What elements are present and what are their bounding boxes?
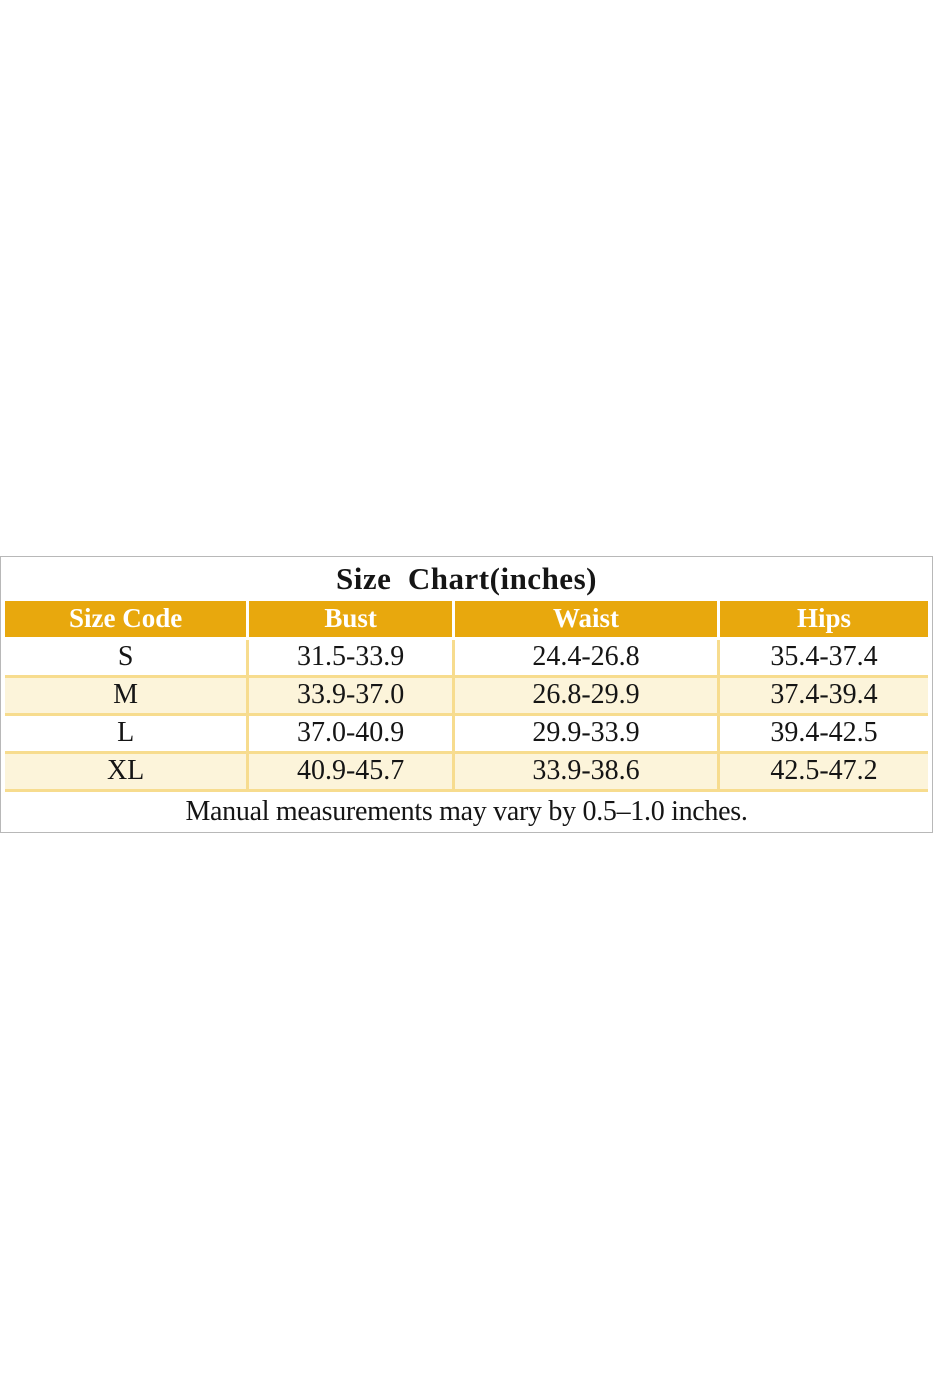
cell-bust: 40.9-45.7: [246, 752, 454, 792]
table-row-xl: XL 40.9-45.7 33.9-38.6 42.5-47.2: [5, 752, 928, 792]
size-chart-table: Size Code Bust Waist Hips S 31.5-33.9 24…: [5, 601, 928, 792]
cell-size-code: L: [5, 714, 248, 754]
table-row-l: L 37.0-40.9 29.9-33.9 39.4-42.5: [5, 714, 928, 754]
table-row-m: M 33.9-37.0 26.8-29.9 37.4-39.4: [5, 676, 928, 716]
column-header-hips: Hips: [716, 601, 928, 640]
cell-size-code: S: [5, 638, 248, 678]
cell-size-code: M: [5, 676, 248, 716]
column-header-waist: Waist: [452, 601, 719, 640]
cell-bust: 33.9-37.0: [246, 676, 454, 716]
cell-bust: 31.5-33.9: [246, 638, 454, 678]
column-header-size-code: Size Code: [5, 601, 248, 640]
cell-waist: 29.9-33.9: [452, 714, 719, 754]
cell-bust: 37.0-40.9: [246, 714, 454, 754]
cell-waist: 26.8-29.9: [452, 676, 719, 716]
size-chart-title: Size Chart(inches): [336, 561, 597, 596]
cell-hips: 37.4-39.4: [716, 676, 928, 716]
cell-hips: 35.4-37.4: [716, 638, 928, 678]
cell-hips: 39.4-42.5: [716, 714, 928, 754]
column-header-bust: Bust: [246, 601, 454, 640]
cell-waist: 24.4-26.8: [452, 638, 719, 678]
cell-hips: 42.5-47.2: [716, 752, 928, 792]
cell-waist: 33.9-38.6: [452, 752, 719, 792]
table-row-s: S 31.5-33.9 24.4-26.8 35.4-37.4: [5, 638, 928, 678]
measurement-note: Manual measurements may vary by 0.5–1.0 …: [185, 795, 748, 827]
header-row: Size Code Bust Waist Hips: [5, 601, 928, 640]
cell-size-code: XL: [5, 752, 248, 792]
size-chart-container: Size Chart(inches) Size Code Bust Waist …: [0, 556, 933, 833]
